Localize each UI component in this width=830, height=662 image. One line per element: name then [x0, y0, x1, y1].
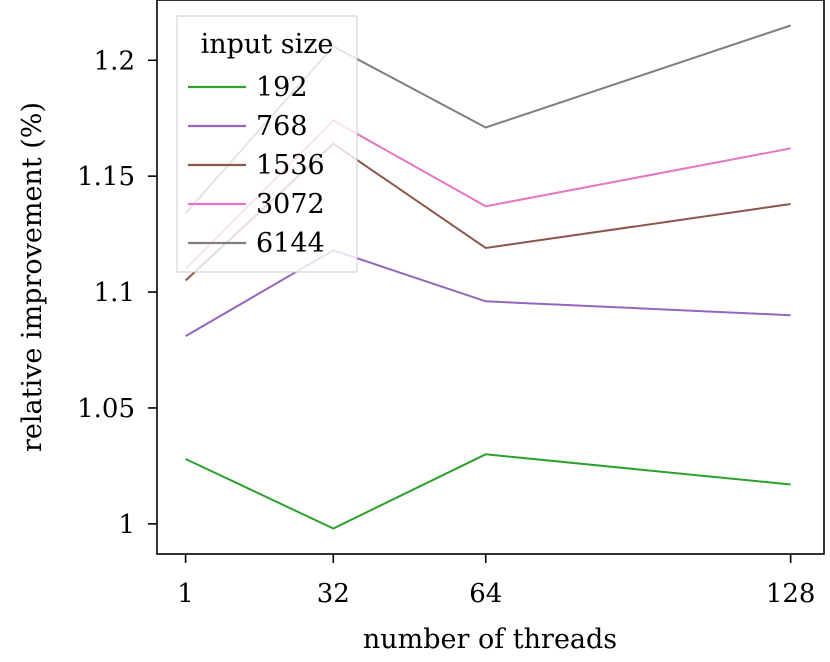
series-line-192	[185, 453, 791, 530]
x-axis: 1 32 64 128	[177, 554, 815, 609]
x-tick-label: 1	[177, 579, 194, 609]
x-tick-label: 128	[766, 579, 816, 609]
y-tick-label: 1.2	[94, 46, 135, 76]
y-axis-label: relative improvement (%)	[17, 102, 48, 452]
x-tick-label: 64	[469, 579, 502, 609]
y-tick-label: 1	[118, 510, 135, 540]
legend-title: input size	[201, 29, 334, 60]
y-tick-label: 1.1	[94, 278, 135, 308]
y-tick-label: 1.15	[77, 162, 135, 192]
y-axis: 1 1.05 1.1 1.15 1.2	[77, 46, 157, 540]
legend-box	[176, 15, 358, 273]
legend-label-1536: 1536	[256, 150, 325, 181]
legend-label-6144: 6144	[256, 228, 325, 259]
x-axis-label: number of threads	[363, 624, 617, 655]
legend-label-192: 192	[256, 72, 308, 103]
legend: input size 192 768 1536 3072 6144	[176, 15, 358, 273]
legend-label-3072: 3072	[256, 189, 325, 220]
plot-area-frame	[156, 0, 825, 555]
x-tick-label: 32	[317, 579, 350, 609]
legend-label-768: 768	[256, 111, 308, 142]
series-line-768	[185, 249, 791, 337]
y-tick-label: 1.05	[77, 394, 135, 424]
